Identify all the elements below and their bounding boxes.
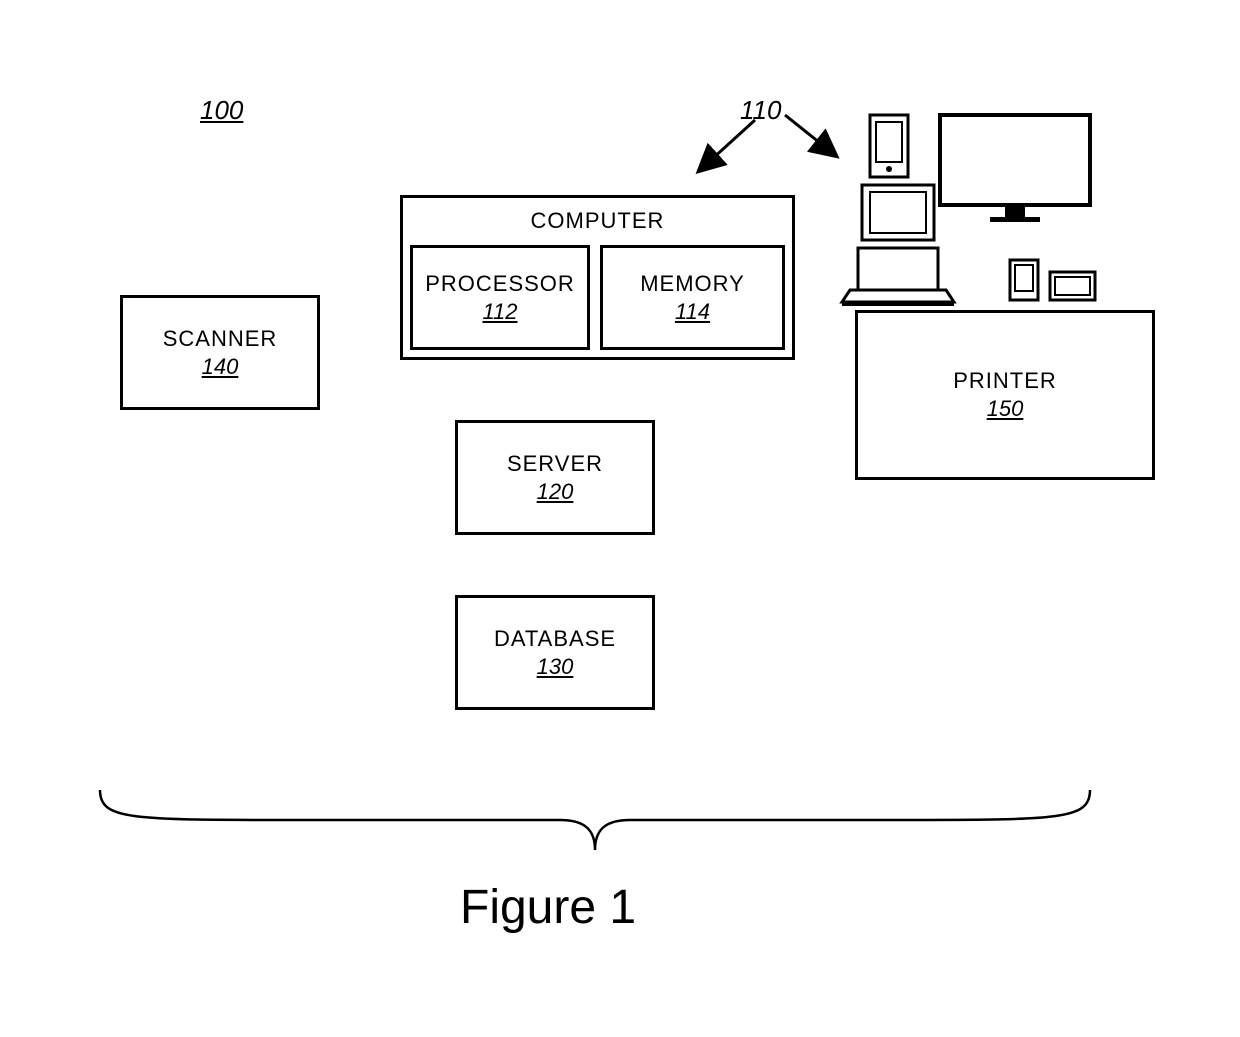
processor-num: 112: [482, 299, 517, 325]
ref-100-text: 100: [200, 95, 243, 125]
arrow-right: [785, 115, 835, 155]
ref-110-text: 110: [740, 95, 781, 125]
laptop-icon: [842, 248, 954, 306]
database-label: DATABASE: [494, 626, 616, 652]
small-device-1-icon: [1010, 260, 1038, 300]
ref-label-110: 110: [740, 95, 781, 126]
ref-label-100: 100: [200, 95, 243, 126]
figure-caption-text: Figure 1: [460, 881, 636, 934]
monitor-icon: [940, 115, 1090, 222]
server-block: SERVER 120: [455, 420, 655, 535]
scanner-block: SCANNER 140: [120, 295, 320, 410]
memory-block: MEMORY 114: [600, 245, 785, 350]
tablet-icon: [862, 185, 934, 240]
small-device-2-icon: [1050, 272, 1095, 300]
server-num: 120: [537, 479, 574, 505]
arrow-left: [700, 120, 755, 170]
memory-num: 114: [675, 299, 710, 325]
server-label: SERVER: [507, 451, 603, 477]
processor-block: PROCESSOR 112: [410, 245, 590, 350]
printer-label: PRINTER: [953, 368, 1057, 394]
phone-icon: [870, 115, 908, 177]
figure-caption: Figure 1: [460, 880, 636, 935]
memory-label: MEMORY: [640, 271, 745, 297]
printer-block: PRINTER 150: [855, 310, 1155, 480]
printer-num: 150: [987, 396, 1024, 422]
processor-label: PROCESSOR: [425, 271, 575, 297]
scanner-num: 140: [202, 354, 239, 380]
database-num: 130: [537, 654, 574, 680]
computer-label: COMPUTER: [531, 208, 665, 234]
scanner-label: SCANNER: [163, 326, 278, 352]
database-block: DATABASE 130: [455, 595, 655, 710]
curly-brace: [100, 790, 1090, 850]
